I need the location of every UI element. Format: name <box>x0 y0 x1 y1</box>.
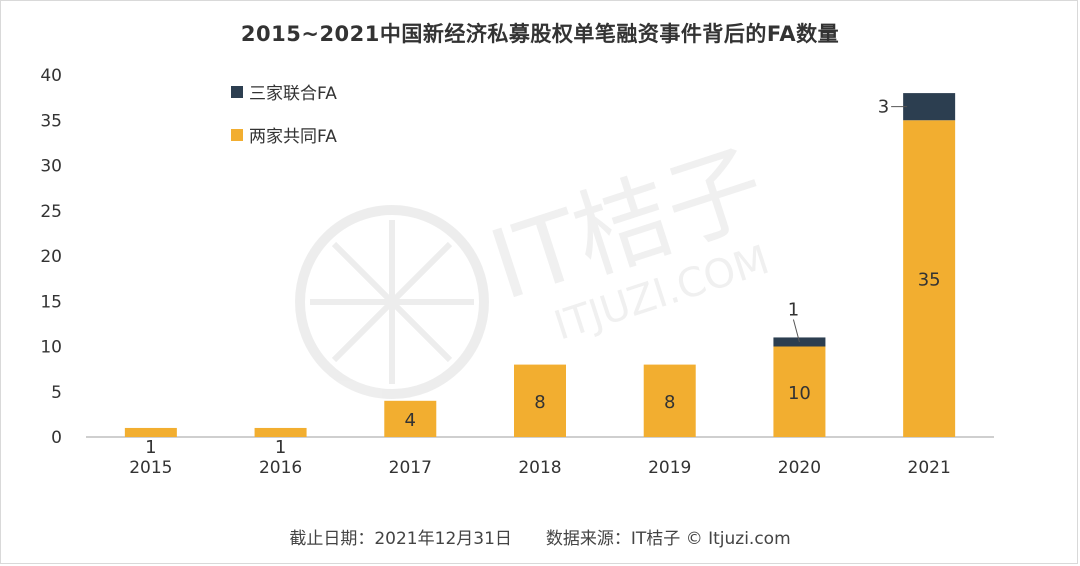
y-tick-label: 0 <box>51 428 62 448</box>
bar-three-fa <box>903 93 956 121</box>
chart-title: 2015~2021中国新经济私募股权单笔融资事件背后的FA数量 <box>240 22 840 46</box>
y-tick-label: 35 <box>40 111 62 131</box>
data-label-three-fa: 1 <box>788 299 799 320</box>
y-tick-label: 25 <box>40 202 62 222</box>
x-tick-label: 2020 <box>778 458 821 478</box>
y-tick-label: 20 <box>40 247 62 267</box>
data-labels: 1 1 4 8 8 10 1 35 3 <box>145 97 940 458</box>
data-label-two-fa: 35 <box>918 270 941 291</box>
bar-two-fa <box>903 120 956 437</box>
y-tick-label: 30 <box>40 157 62 177</box>
data-label-two-fa: 8 <box>664 392 675 413</box>
bar-two-fa <box>384 400 437 437</box>
y-tick-label: 40 <box>40 66 62 86</box>
bar-two-fa <box>514 364 566 437</box>
legend-swatch-two-fa <box>231 129 243 141</box>
legend: 三家联合FA 两家共同FA <box>231 84 337 147</box>
data-label-two-fa: 10 <box>788 383 811 404</box>
y-tick-label: 5 <box>51 383 62 403</box>
legend-label-two-fa: 两家共同FA <box>249 127 337 147</box>
bars <box>124 93 956 437</box>
source-footer: 截止日期：2021年12月31日 数据来源：IT桔子 © Itjuzi.com <box>289 529 791 549</box>
watermark-orange-icon <box>295 205 489 399</box>
legend-label-three-fa: 三家联合FA <box>249 84 337 104</box>
bar-two-fa <box>254 427 307 437</box>
data-label-two-fa: 1 <box>275 437 286 458</box>
data-label-three-fa: 3 <box>878 97 889 118</box>
legend-swatch-three-fa <box>231 86 243 98</box>
watermark: IT桔子 ITJUZI.COM <box>295 129 777 399</box>
axes: 0 5 10 15 20 25 30 35 40 2015 2016 2017 2018 2019 2020… <box>40 66 994 478</box>
x-tick-label: 2016 <box>259 458 302 478</box>
data-label-two-fa: 8 <box>534 392 545 413</box>
bar-two-fa <box>643 364 696 437</box>
leader-line <box>792 319 800 343</box>
data-label-two-fa: 1 <box>145 437 156 458</box>
bar-two-fa <box>124 427 177 437</box>
data-label-two-fa: 4 <box>405 410 416 431</box>
y-tick-label: 15 <box>40 292 62 312</box>
bar-two-fa <box>773 346 826 437</box>
y-tick-label: 10 <box>40 338 62 358</box>
x-tick-label: 2015 <box>129 458 172 478</box>
x-tick-label: 2018 <box>518 458 561 478</box>
x-tick-label: 2021 <box>908 458 951 478</box>
x-tick-label: 2017 <box>389 458 432 478</box>
x-tick-label: 2019 <box>648 458 691 478</box>
